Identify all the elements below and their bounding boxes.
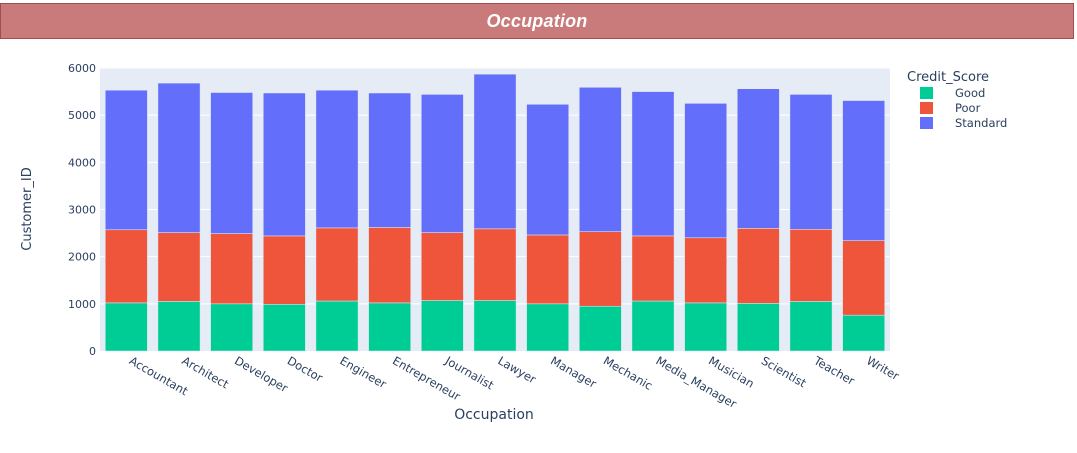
bar-musician-standard[interactable]	[684, 103, 727, 239]
bar-mechanic-good[interactable]	[579, 305, 622, 352]
bar-journalist-standard[interactable]	[421, 94, 464, 233]
x-tick-label: Developer	[232, 353, 290, 395]
bar-media-manager-good[interactable]	[631, 300, 675, 352]
bar-journalist-poor[interactable]	[421, 232, 464, 301]
bar-scientist-poor[interactable]	[737, 228, 780, 304]
bar-lawyer-poor[interactable]	[473, 228, 517, 301]
bar-manager-poor[interactable]	[526, 234, 569, 305]
bar-entrepreneur-standard[interactable]	[368, 92, 411, 228]
bar-accountant-good[interactable]	[105, 302, 148, 352]
x-tick-label: Teacher	[811, 353, 858, 388]
bar-architect-good[interactable]	[157, 301, 201, 352]
bar-accountant-standard[interactable]	[105, 89, 148, 231]
bar-engineer-poor[interactable]	[315, 227, 359, 302]
bar-doctor-standard[interactable]	[263, 92, 306, 237]
bar-architect-standard[interactable]	[157, 82, 201, 233]
bar-writer-poor[interactable]	[842, 240, 885, 316]
bar-developer-good[interactable]	[210, 303, 253, 352]
bar-mechanic-standard[interactable]	[579, 87, 622, 232]
bar-writer-standard[interactable]	[842, 100, 885, 241]
y-tick-label: 1000	[68, 298, 96, 311]
bar-scientist-good[interactable]	[737, 303, 780, 352]
x-tick-label: Manager	[548, 353, 599, 390]
bar-entrepreneur-poor[interactable]	[368, 227, 411, 304]
bar-developer-poor[interactable]	[210, 233, 253, 305]
x-axis-title: Occupation	[454, 407, 534, 423]
x-tick-label: Scientist	[759, 353, 809, 390]
x-tick-label: Lawyer	[496, 353, 539, 386]
bar-lawyer-good[interactable]	[473, 300, 517, 352]
legend-title: Credit_Score	[907, 70, 989, 85]
legend-label-poor[interactable]: Poor	[955, 101, 981, 115]
bar-mechanic-poor[interactable]	[579, 231, 622, 307]
x-tick-label: Doctor	[285, 353, 326, 385]
y-tick-label: 2000	[68, 251, 96, 264]
legend-swatch-standard[interactable]	[920, 117, 933, 129]
bar-media-manager-standard[interactable]	[631, 91, 675, 237]
y-tick-label: 6000	[68, 62, 96, 75]
x-tick-label: Writer	[864, 353, 902, 383]
bar-doctor-good[interactable]	[263, 304, 306, 352]
x-tick-label: Accountant	[127, 353, 191, 398]
bars	[105, 73, 885, 352]
y-tick-label: 5000	[68, 109, 96, 122]
bar-engineer-good[interactable]	[315, 300, 359, 352]
y-tick-label: 0	[89, 345, 96, 358]
bar-teacher-standard[interactable]	[789, 94, 833, 230]
bar-doctor-poor[interactable]	[263, 235, 306, 305]
bar-musician-good[interactable]	[684, 302, 727, 352]
header-banner: Occupation	[0, 3, 1074, 39]
bar-media-manager-poor[interactable]	[631, 235, 675, 302]
bar-scientist-standard[interactable]	[737, 88, 780, 229]
y-tick-label: 4000	[68, 156, 96, 169]
legend-swatch-good[interactable]	[920, 87, 933, 99]
x-tick-label: Engineer	[338, 353, 390, 391]
bar-journalist-good[interactable]	[421, 300, 464, 352]
bar-manager-good[interactable]	[526, 303, 569, 352]
bar-manager-standard[interactable]	[526, 104, 569, 236]
bar-teacher-good[interactable]	[789, 301, 833, 352]
bar-accountant-poor[interactable]	[105, 229, 148, 304]
y-axis-title: Customer_ID	[20, 167, 35, 251]
bar-developer-standard[interactable]	[210, 92, 253, 234]
bar-writer-good[interactable]	[842, 314, 885, 352]
y-tick-label: 3000	[68, 204, 96, 217]
bar-musician-poor[interactable]	[684, 237, 727, 304]
x-tick-label: Mechanic	[601, 353, 655, 392]
legend-label-good[interactable]: Good	[955, 86, 985, 100]
bar-engineer-standard[interactable]	[315, 89, 359, 229]
bar-architect-poor[interactable]	[157, 232, 201, 302]
bar-entrepreneur-good[interactable]	[368, 302, 411, 352]
legend-swatch-poor[interactable]	[920, 102, 933, 114]
bar-lawyer-standard[interactable]	[473, 73, 517, 230]
legend-label-standard[interactable]: Standard	[955, 116, 1007, 130]
page-title: Occupation	[486, 10, 588, 31]
y-tick-labels: 0 1000 2000 3000 4000 5000 6000	[68, 62, 96, 358]
bar-teacher-poor[interactable]	[789, 229, 833, 302]
